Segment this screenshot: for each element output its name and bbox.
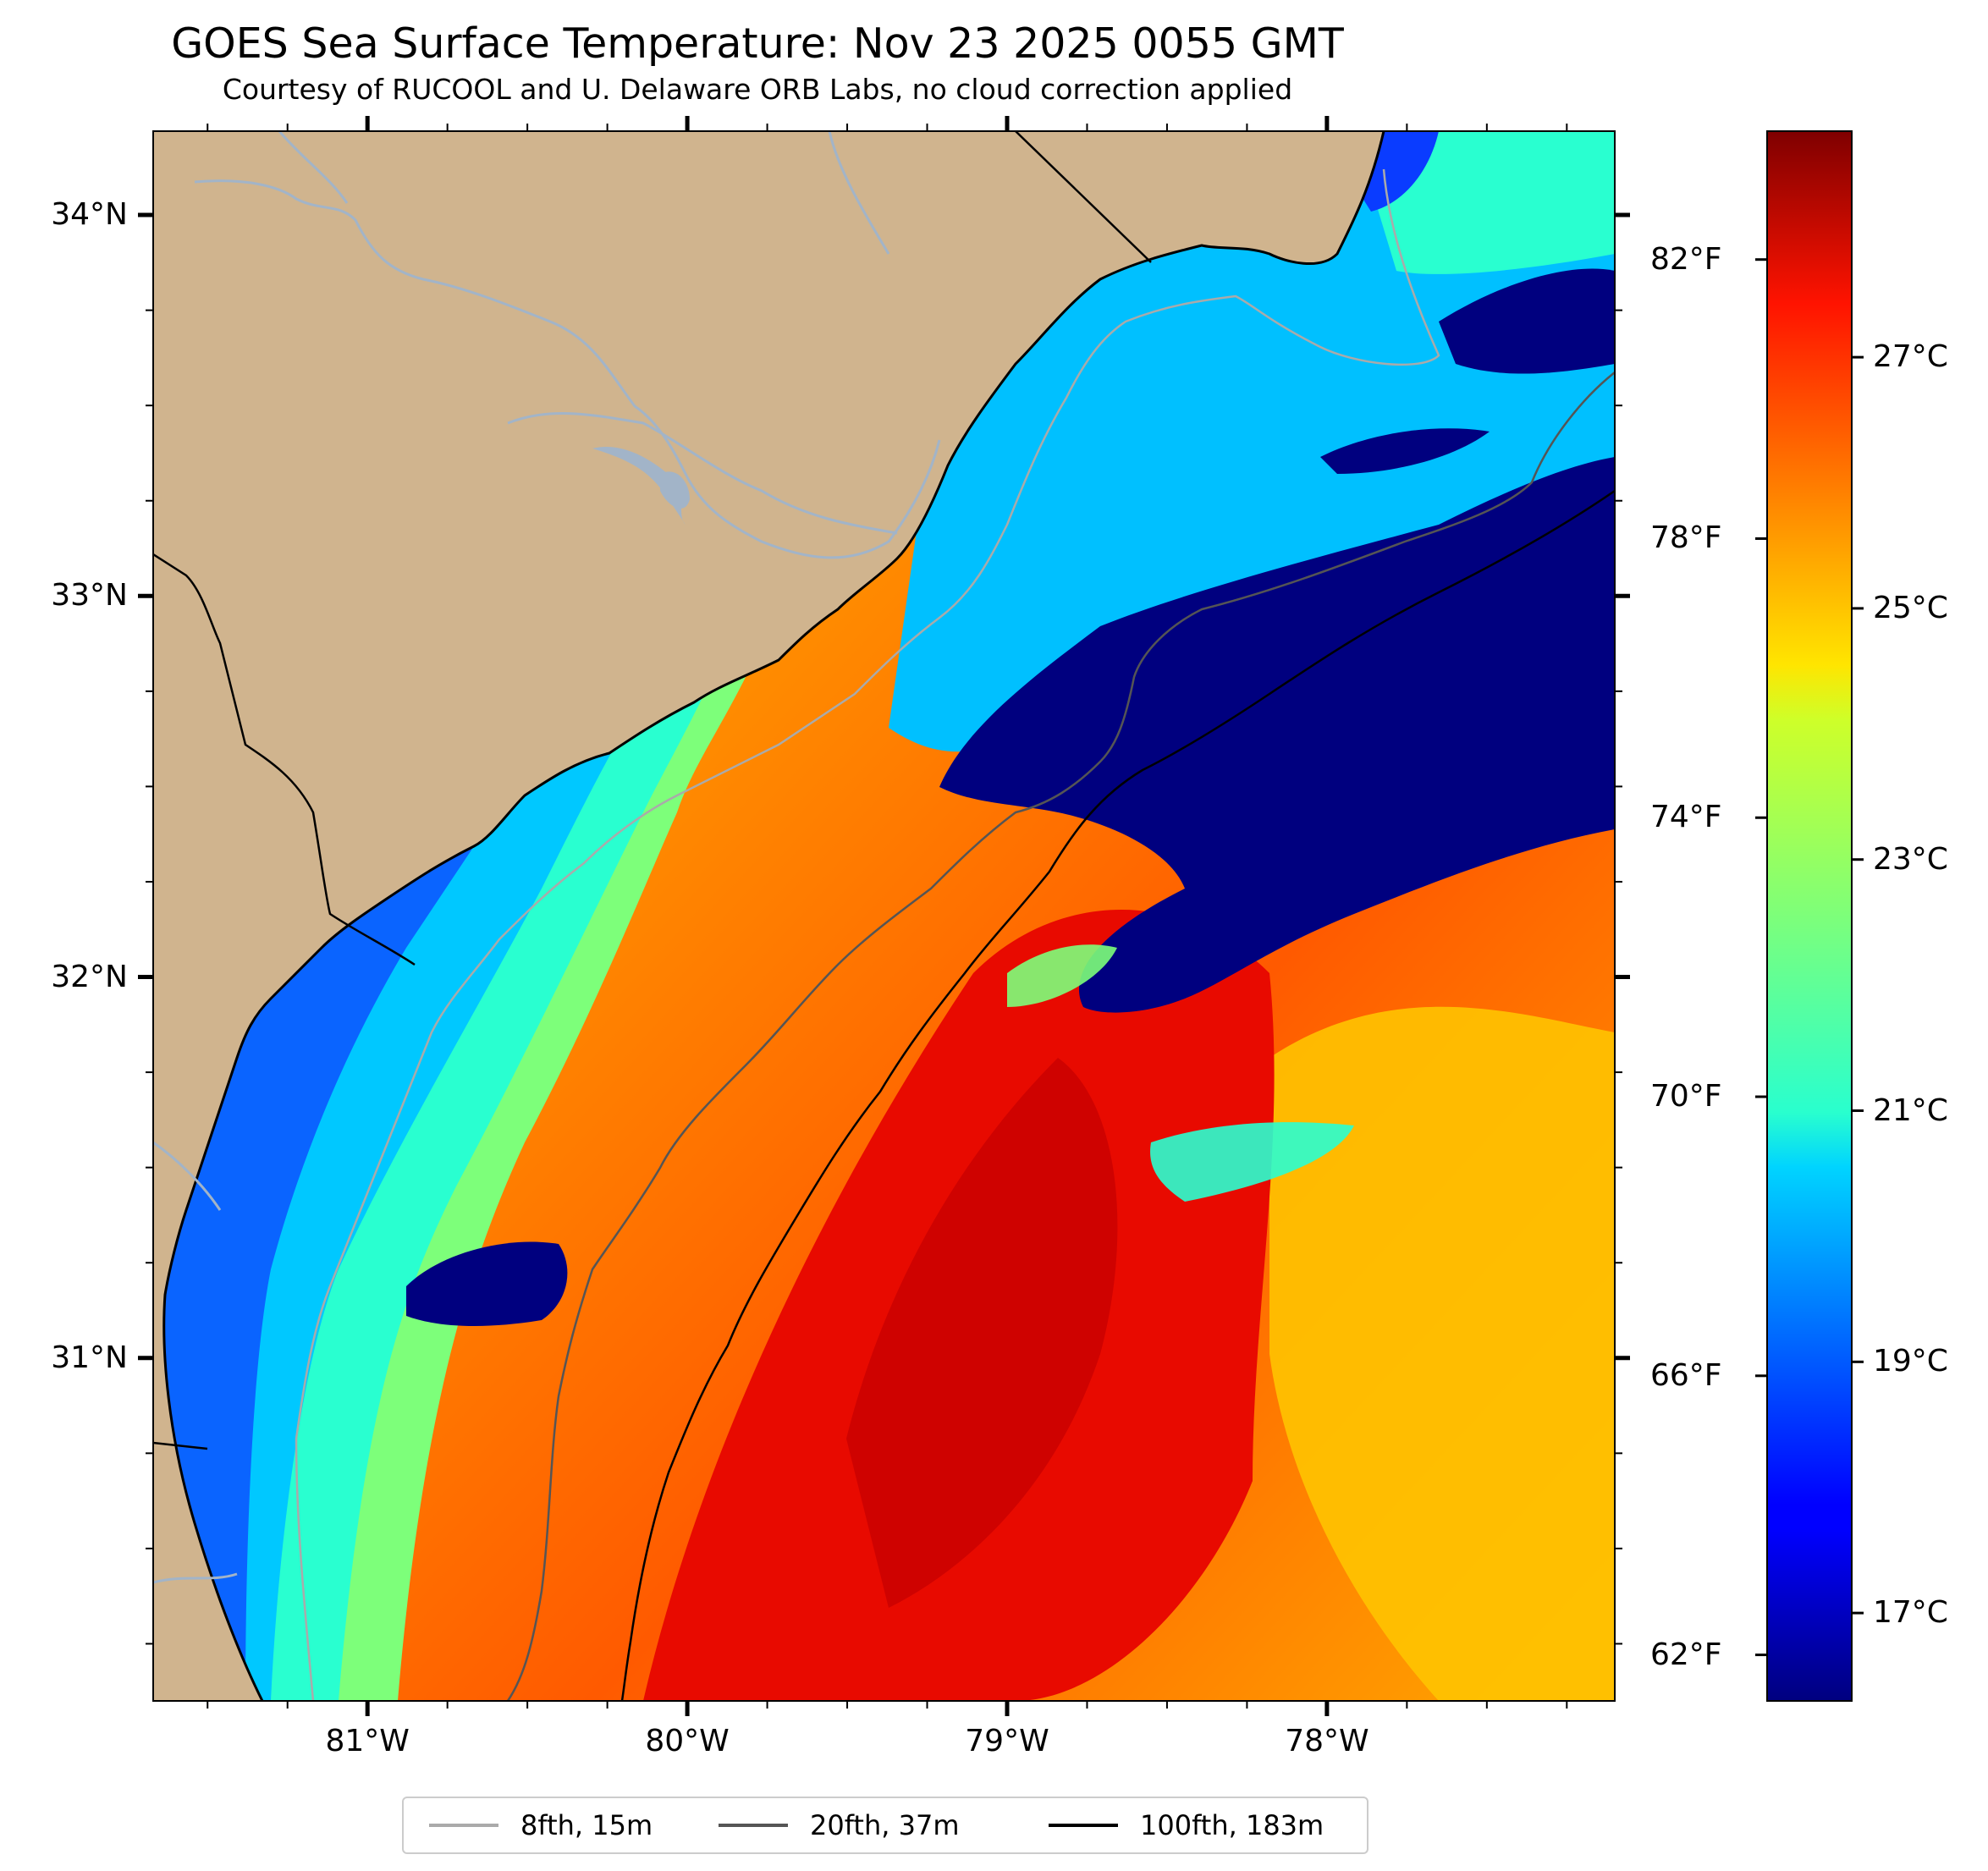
lake-moultrie (660, 471, 690, 509)
c-label: 27°C (1873, 339, 1948, 375)
land (153, 131, 1384, 1701)
legend-label-15m: 8fth, 15m (520, 1809, 653, 1841)
cold-eddy (406, 1241, 568, 1326)
lon-label: 78°W (1285, 1724, 1369, 1758)
river-cape-fear (828, 131, 890, 255)
cool-filament (1150, 1122, 1354, 1202)
lon-label: 81°W (325, 1724, 410, 1758)
state-border-nc-sc (1015, 131, 1152, 263)
state-border-sc-ga (153, 553, 416, 966)
lon-label: 80°W (645, 1724, 730, 1758)
isobath-37m (506, 371, 1615, 1701)
cold-pool-north (1439, 268, 1615, 374)
legend-label-183m: 100fth, 183m (1140, 1809, 1324, 1841)
lat-label: 32°N (51, 959, 128, 994)
isobath-15m (295, 168, 1440, 1701)
legend-item-183m: 100fth, 183m (1049, 1798, 1324, 1852)
cold-streak (1320, 428, 1490, 474)
c-label: 21°C (1873, 1092, 1948, 1128)
legend-line-183m (1049, 1824, 1118, 1827)
green-filament (1007, 944, 1117, 1007)
f-label: 74°F (1650, 800, 1722, 835)
legend-line-37m (719, 1824, 788, 1827)
f-label: 66°F (1650, 1357, 1722, 1393)
coastline (162, 131, 1385, 1701)
c-label: 17°C (1873, 1595, 1948, 1631)
river-altamaha (153, 1141, 222, 1211)
isobath-legend: 8fth, 15m 20fth, 37m 100fth, 183m (402, 1797, 1368, 1854)
c-label: 19°C (1873, 1344, 1948, 1379)
warm-yellow-east (1269, 1006, 1615, 1701)
river-st-johns (153, 1572, 238, 1584)
river-pee-dee (194, 179, 941, 559)
lat-label: 34°N (51, 197, 128, 233)
lat-label: 31°N (51, 1340, 128, 1375)
river-north (278, 131, 349, 204)
c-label: 23°C (1873, 841, 1948, 877)
lon-label: 79°W (965, 1724, 1049, 1758)
legend-item-15m: 8fth, 15m (429, 1798, 653, 1852)
cold-pool (939, 457, 1615, 1013)
map-plot-area (153, 131, 1615, 1701)
map-title: GOES Sea Surface Temperature: Nov 23 202… (171, 19, 1344, 68)
colorbar-ticks (1755, 258, 1864, 1657)
f-label: 62°F (1650, 1637, 1722, 1672)
lat-label: 33°N (51, 578, 128, 614)
f-label: 70°F (1650, 1079, 1722, 1114)
f-label: 82°F (1650, 241, 1722, 277)
map-ticks (138, 116, 1630, 1716)
colorbar (1766, 130, 1853, 1702)
gulf-stream-hot (846, 1058, 1118, 1608)
f-label: 78°F (1650, 520, 1722, 556)
isobath-183m (620, 489, 1615, 1701)
map-frame (152, 130, 1616, 1702)
legend-label-37m: 20fth, 37m (810, 1809, 960, 1841)
river-santee (507, 412, 898, 535)
legend-item-37m: 20fth, 37m (719, 1798, 959, 1852)
map-subtitle: Courtesy of RUCOOL and U. Delaware ORB L… (222, 73, 1293, 106)
legend-line-15m (429, 1824, 498, 1827)
state-border-ga-fl (153, 1441, 208, 1450)
c-label: 25°C (1873, 590, 1948, 625)
